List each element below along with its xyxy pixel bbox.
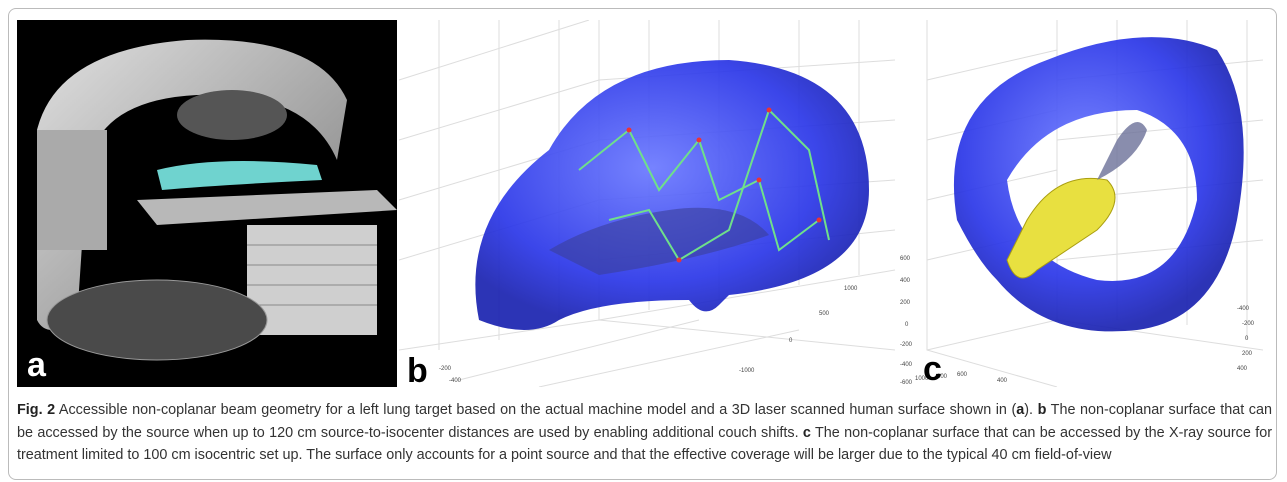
figure-caption: Fig. 2 Accessible non-coplanar beam geom… (17, 399, 1272, 467)
caption-text: ). (1024, 402, 1033, 418)
tick-label: 400 (1237, 366, 1248, 372)
caption-label: Fig. 2 (17, 402, 55, 418)
panel-c: 600 400 200 0 -200 -400 -600 1000 800 60… (897, 20, 1263, 387)
tick-label: 200 (1242, 351, 1253, 357)
tick-label: 400 (997, 378, 1008, 384)
tick-label: -200 (1242, 321, 1255, 327)
tick-label: -600 (900, 380, 913, 386)
tick-label: -200 (900, 342, 913, 348)
tick-label: -400 (1237, 306, 1250, 312)
caption-text: Accessible non-coplanar beam geometry fo… (59, 402, 1016, 418)
tick-label: -1000 (739, 368, 755, 374)
panel-label: a (27, 346, 47, 384)
tick-label: 200 (900, 300, 911, 306)
panel-a: a (17, 20, 397, 387)
panel-label: b (407, 352, 428, 387)
caption-ref: b (1038, 402, 1047, 418)
figure-panels: a 1000 500 0 -1000 -200 -400 b 600 400 (17, 20, 1263, 387)
tick-label: 400 (900, 278, 911, 284)
panel-label: c (923, 350, 942, 387)
caption-ref: c (803, 425, 811, 441)
tick-label: -400 (900, 362, 913, 368)
tick-label: 1000 (844, 286, 858, 292)
tick-label: 500 (819, 311, 830, 317)
panel-b: 1000 500 0 -1000 -200 -400 b (399, 20, 895, 387)
tick-label: 600 (957, 372, 968, 378)
tick-label: 600 (900, 256, 911, 262)
tick-label: -400 (449, 378, 462, 384)
tick-label: -200 (439, 366, 452, 372)
